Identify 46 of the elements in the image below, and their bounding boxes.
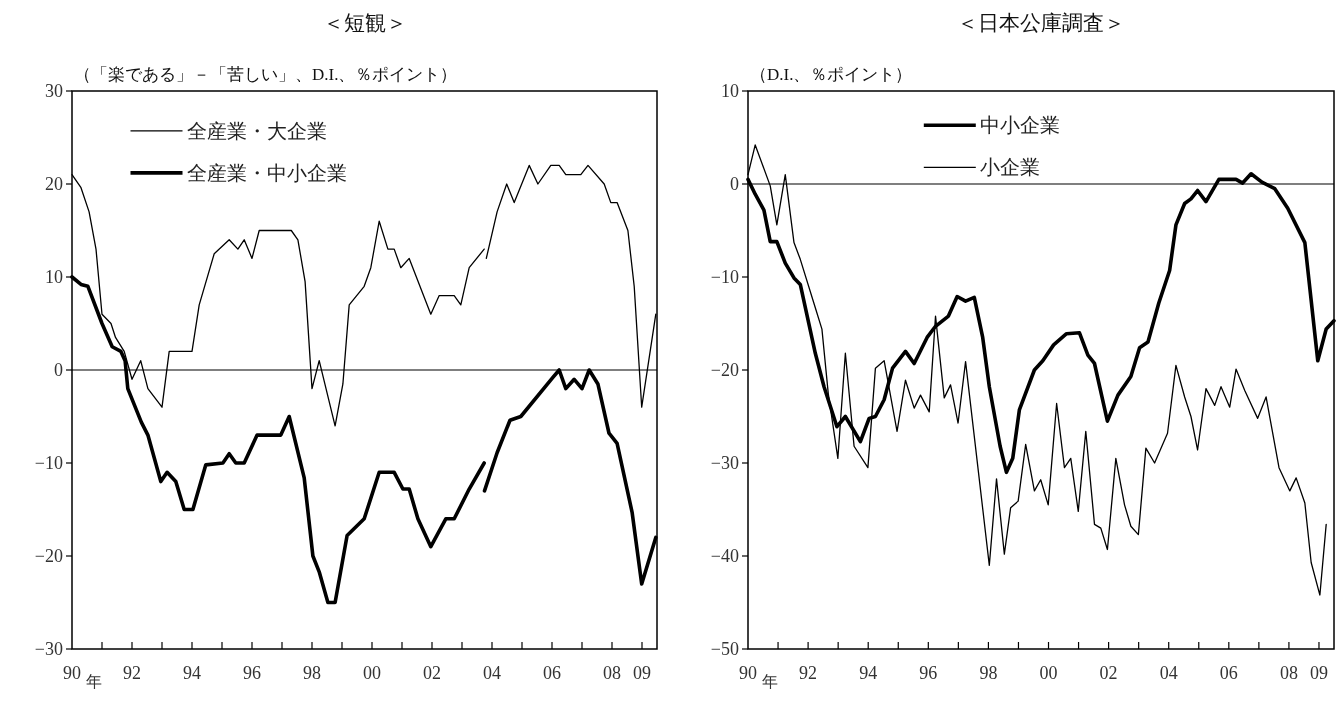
legend-label: 小企業 (979, 156, 1040, 179)
x-tick-label: 02 (1099, 663, 1118, 683)
x-tick-label: 02 (423, 663, 441, 683)
legend-label: 中小企業 (979, 114, 1060, 137)
chart-subtitle: （D.I.、％ポイント） (750, 65, 913, 84)
y-tick-label: −30 (34, 639, 63, 659)
y-tick-label: −30 (710, 453, 739, 473)
x-tick-label: 00 (363, 663, 381, 683)
x-tick-label: 08 (603, 663, 621, 683)
x-tick-label: 08 (1279, 663, 1298, 683)
x-tick-label: 92 (799, 663, 818, 683)
y-tick-label: −20 (34, 546, 63, 566)
x-tick-label: 90 (739, 663, 757, 683)
y-tick-label: −20 (710, 360, 739, 380)
x-tick-label: 92 (123, 663, 141, 683)
chart-title: ＜日本公庫調査＞ (957, 11, 1125, 35)
x-tick-label: 09 (1309, 663, 1328, 683)
x-tick-label: 06 (543, 663, 561, 683)
y-tick-label: −10 (34, 453, 63, 473)
x-tick-label: 96 (243, 663, 261, 683)
text: 年 (86, 673, 102, 690)
x-tick-label: 06 (1219, 663, 1238, 683)
x-tick-label: 04 (483, 663, 501, 683)
chart-title: ＜短観＞ (322, 11, 407, 35)
y-tick-label: 10 (45, 267, 63, 287)
text: 年 (762, 673, 778, 690)
legend-label: 全産業・中小企業 (186, 161, 347, 184)
y-tick-label: 20 (45, 174, 63, 194)
y-tick-label: 0 (730, 174, 739, 194)
y-tick-label: −40 (710, 546, 739, 566)
x-tick-label: 94 (859, 663, 878, 683)
x-tick-label: 96 (919, 663, 938, 683)
y-tick-label: −50 (710, 639, 739, 659)
y-tick-label: 10 (721, 81, 739, 101)
legend-label: 全産業・大企業 (186, 119, 327, 142)
x-tick-label: 09 (633, 663, 651, 683)
x-tick-label: 94 (183, 663, 201, 683)
x-tick-label: 98 (303, 663, 321, 683)
y-tick-label: −10 (710, 267, 739, 287)
x-tick-label: 98 (979, 663, 998, 683)
x-tick-label: 90 (63, 663, 81, 683)
y-tick-label: 30 (45, 81, 63, 101)
x-tick-label: 00 (1039, 663, 1058, 683)
chart-subtitle: （「楽である」－「苦しい」、D.I.、％ポイント） (74, 65, 458, 84)
y-tick-label: 0 (54, 360, 63, 380)
x-tick-label: 04 (1159, 663, 1178, 683)
